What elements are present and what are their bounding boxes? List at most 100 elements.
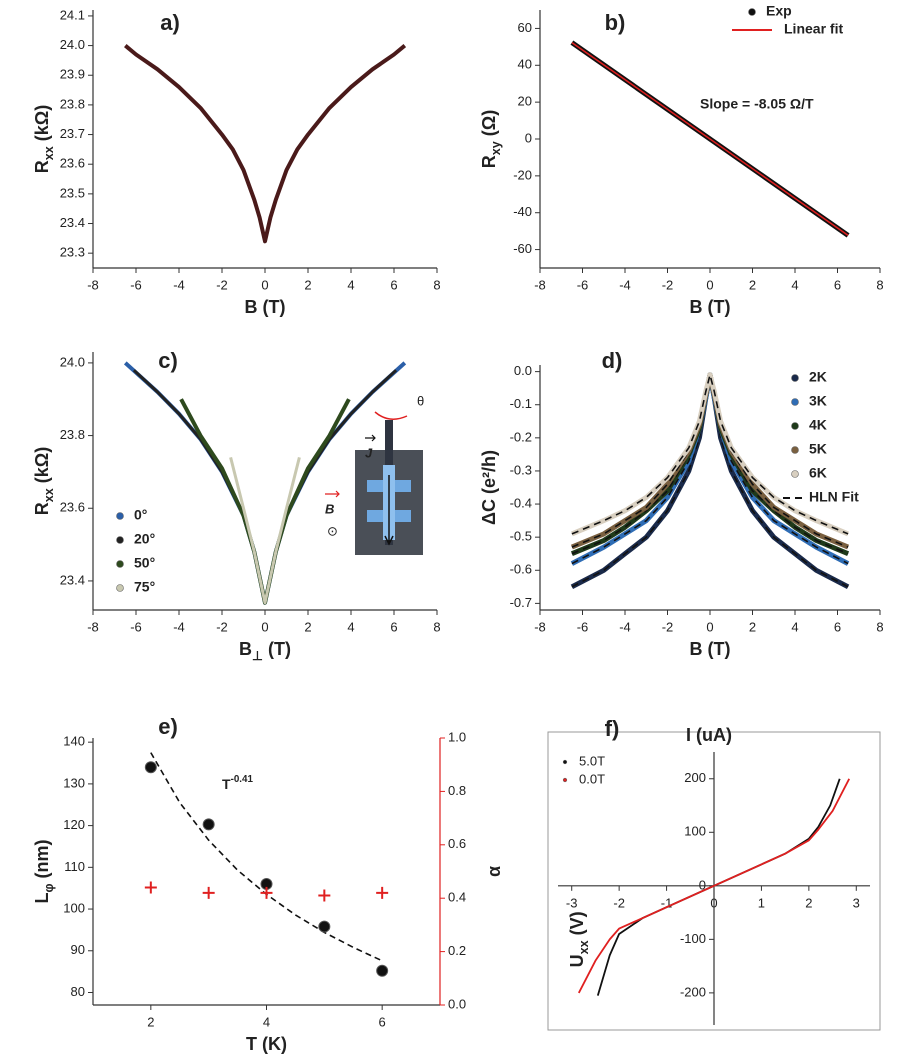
label-part: U bbox=[567, 954, 587, 967]
data-point bbox=[202, 818, 215, 831]
y2-axis-label: α bbox=[484, 866, 504, 877]
inset-vector-arrow bbox=[325, 490, 340, 498]
x-tick-label: 3 bbox=[853, 895, 860, 910]
x-tick-label: 0 bbox=[261, 277, 268, 292]
y-tick-label: 0 bbox=[699, 877, 706, 892]
annotation: Slope = -8.05 Ω/T bbox=[700, 96, 814, 112]
data-point bbox=[318, 920, 331, 933]
x-tick-label: -2 bbox=[216, 277, 228, 292]
y-tick-label: 24.0 bbox=[60, 37, 85, 52]
y-tick-label: 23.8 bbox=[60, 427, 85, 442]
legend-marker bbox=[791, 422, 799, 430]
y-tick-label: -0.1 bbox=[510, 396, 532, 411]
x-tick-label: 0 bbox=[261, 619, 268, 634]
y-tick-label: 23.5 bbox=[60, 185, 85, 200]
legend-label: 5.0T bbox=[579, 753, 605, 768]
x-tick-label: -2 bbox=[613, 895, 625, 910]
x-tick-label: 2 bbox=[147, 1014, 154, 1029]
x-tick-label: 4 bbox=[263, 1014, 270, 1029]
x-tick-label: 2 bbox=[304, 277, 311, 292]
legend-label: Exp bbox=[766, 3, 792, 19]
data-line bbox=[570, 372, 850, 537]
legend-marker bbox=[116, 584, 124, 592]
y-axis-label: Rxx (kΩ) bbox=[32, 105, 57, 173]
legend-label: Linear fit bbox=[784, 21, 843, 37]
y-axis-label: Rxy (Ω) bbox=[479, 110, 504, 168]
x-tick-label: 0 bbox=[706, 619, 713, 634]
x-tick-label: 8 bbox=[433, 277, 440, 292]
y-tick-label: 24.0 bbox=[60, 354, 85, 369]
label-part: φ bbox=[42, 883, 56, 892]
y-tick-label: 20 bbox=[518, 94, 532, 109]
panel-title: f) bbox=[605, 716, 620, 741]
fit-line bbox=[571, 374, 849, 588]
legend-marker bbox=[562, 777, 568, 783]
y-tick-label: -0.5 bbox=[510, 529, 532, 544]
label-part: xx bbox=[42, 146, 56, 160]
inset-rotation-arrow bbox=[374, 411, 408, 420]
y-tick-label: -60 bbox=[513, 241, 532, 256]
legend-marker bbox=[562, 759, 568, 765]
legend-label: 6K bbox=[809, 465, 827, 481]
y-tick-label: -100 bbox=[680, 931, 706, 946]
x-tick-label: 2 bbox=[749, 277, 756, 292]
x-tick-label: 0 bbox=[710, 895, 717, 910]
inset-label: J bbox=[365, 445, 373, 460]
label-part: xx bbox=[577, 940, 591, 954]
x-tick-label: -4 bbox=[619, 277, 631, 292]
y-tick-label: 0 bbox=[525, 130, 532, 145]
x-tick-label: -6 bbox=[577, 277, 589, 292]
x-tick-label: 8 bbox=[876, 619, 883, 634]
x-tick-label: -6 bbox=[130, 619, 142, 634]
legend-marker bbox=[791, 470, 799, 478]
y-tick-label: -200 bbox=[680, 984, 706, 999]
y-tick-label: -0.6 bbox=[510, 562, 532, 577]
legend-label: 0° bbox=[134, 507, 147, 523]
y2-tick-label: 0.2 bbox=[448, 943, 466, 958]
legend-marker bbox=[116, 536, 124, 544]
y-axis-label: Uxx (V) bbox=[567, 911, 592, 967]
data-line bbox=[578, 778, 850, 994]
x-axis-label: B (T) bbox=[690, 639, 731, 659]
data-line bbox=[571, 41, 849, 237]
fit-line bbox=[571, 374, 849, 565]
data-line bbox=[124, 44, 407, 244]
panel-title: b) bbox=[605, 10, 626, 35]
y-tick-label: 130 bbox=[63, 775, 85, 790]
annotation: T-0.41 bbox=[222, 774, 253, 792]
y2-tick-label: 0.0 bbox=[448, 996, 466, 1011]
y-tick-label: 100 bbox=[684, 824, 706, 839]
label-part: ⊥ bbox=[252, 649, 263, 663]
inset-label: θ bbox=[417, 393, 424, 408]
x-tick-label: -8 bbox=[87, 277, 99, 292]
legend-marker bbox=[791, 398, 799, 406]
x-tick-label: -8 bbox=[534, 277, 546, 292]
label-part: L bbox=[32, 893, 52, 904]
x-tick-label: 1 bbox=[758, 895, 765, 910]
label-part: xy bbox=[489, 141, 503, 155]
x-tick-label: 8 bbox=[433, 619, 440, 634]
y-tick-label: 0.0 bbox=[514, 363, 532, 378]
x-tick-label: -8 bbox=[534, 619, 546, 634]
x-tick-label: 2 bbox=[805, 895, 812, 910]
x-tick-label: -4 bbox=[619, 619, 631, 634]
y-tick-label: -0.7 bbox=[510, 595, 532, 610]
legend-label: 75° bbox=[134, 579, 155, 595]
x-tick-label: -3 bbox=[566, 895, 578, 910]
x-tick-label: -4 bbox=[173, 619, 185, 634]
x-axis-label: B⊥ (T) bbox=[239, 639, 291, 664]
legend-label: 3K bbox=[809, 393, 827, 409]
data-point bbox=[202, 886, 215, 899]
panel-title: e) bbox=[158, 714, 178, 739]
legend-label: 0.0T bbox=[579, 771, 605, 786]
x-tick-label: -1 bbox=[661, 895, 673, 910]
y-tick-label: -0.4 bbox=[510, 495, 532, 510]
axis-title: I (uA) bbox=[686, 725, 732, 745]
x-tick-label: 0 bbox=[706, 277, 713, 292]
y-tick-label: 200 bbox=[684, 770, 706, 785]
x-tick-label: 4 bbox=[347, 277, 354, 292]
x-tick-label: 6 bbox=[834, 619, 841, 634]
x-tick-label: 6 bbox=[379, 1014, 386, 1029]
legend-label: 20° bbox=[134, 531, 155, 547]
y-tick-label: -40 bbox=[513, 204, 532, 219]
